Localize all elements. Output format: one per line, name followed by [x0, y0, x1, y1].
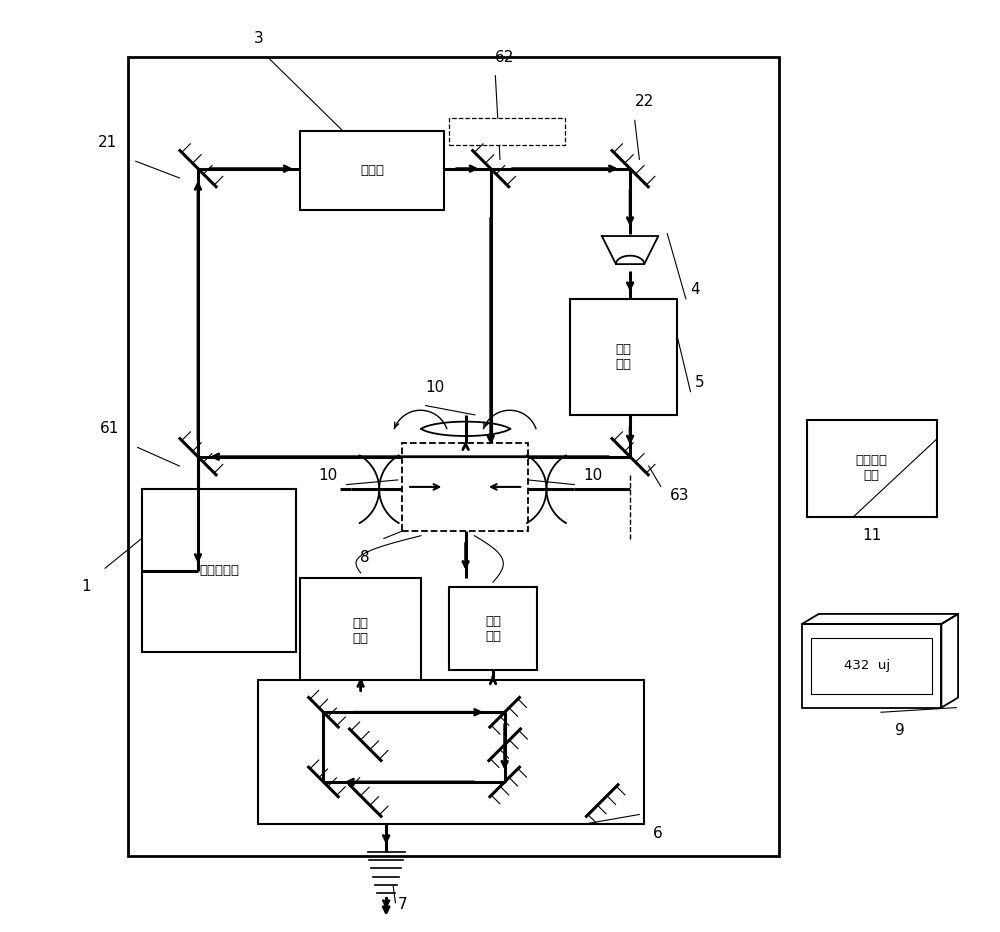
Bar: [811, 637, 932, 693]
Text: 10: 10: [318, 468, 338, 483]
Text: 3: 3: [254, 31, 263, 46]
Bar: [142, 489, 296, 651]
Text: 22: 22: [634, 94, 654, 109]
Text: 1: 1: [82, 580, 91, 595]
Bar: [449, 117, 565, 145]
Text: 63: 63: [670, 488, 689, 503]
Bar: [449, 587, 537, 670]
Text: 4: 4: [690, 282, 700, 297]
Text: 8: 8: [360, 550, 370, 565]
Bar: [807, 419, 937, 517]
Bar: [402, 443, 528, 531]
Text: 10: 10: [425, 379, 445, 394]
Text: 21: 21: [98, 135, 117, 150]
Text: 照明
系统: 照明 系统: [485, 614, 501, 642]
Text: 62: 62: [495, 49, 514, 64]
Text: 9: 9: [895, 723, 904, 738]
Bar: [570, 299, 677, 415]
Text: 7: 7: [398, 898, 407, 912]
Text: 衰减器: 衰减器: [360, 164, 384, 177]
Text: 6: 6: [653, 826, 663, 841]
Bar: [128, 57, 779, 857]
Bar: [300, 578, 421, 684]
Text: 5: 5: [695, 375, 705, 390]
Bar: [258, 679, 644, 824]
Bar: [300, 131, 444, 211]
Text: 432  uj: 432 uj: [844, 659, 890, 672]
Bar: [802, 624, 941, 707]
Text: 光路
狭缝: 光路 狭缝: [615, 343, 631, 371]
Text: 10: 10: [583, 468, 603, 483]
Text: 11: 11: [862, 528, 881, 543]
Text: 激光发生器: 激光发生器: [199, 564, 239, 577]
Text: 61: 61: [100, 421, 119, 436]
Text: 测量控制
装置: 测量控制 装置: [856, 454, 888, 483]
Text: 光学
系统: 光学 系统: [353, 617, 369, 645]
